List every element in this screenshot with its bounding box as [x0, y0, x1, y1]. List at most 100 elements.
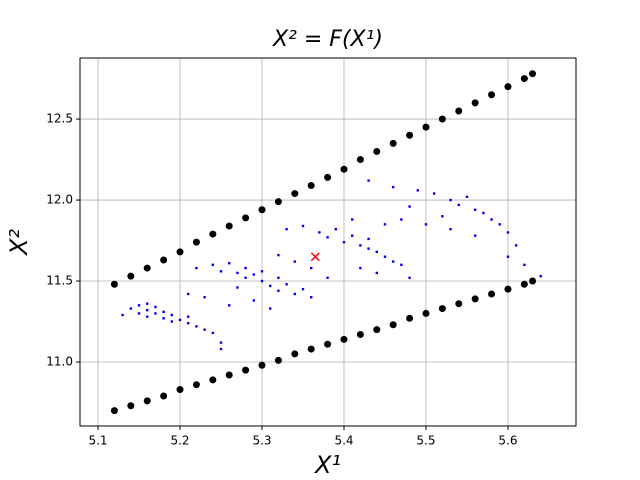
point [225, 371, 233, 379]
point [455, 300, 463, 308]
point [244, 266, 247, 270]
point [146, 315, 149, 318]
point [438, 305, 446, 313]
point [285, 228, 288, 231]
point [160, 392, 168, 400]
point [121, 313, 124, 317]
point [309, 296, 313, 299]
point [203, 296, 206, 299]
point [258, 361, 266, 369]
x-tick-label: 5.3 [252, 434, 271, 448]
point [236, 286, 239, 289]
point [228, 262, 231, 265]
point [176, 248, 184, 256]
point [408, 276, 411, 279]
x-tick-label: 5.1 [88, 434, 107, 448]
point [291, 350, 299, 358]
point [269, 307, 272, 310]
x-axis-label: X¹ [313, 451, 341, 479]
point [506, 255, 510, 258]
point [356, 330, 364, 338]
point [143, 397, 151, 405]
point [110, 407, 118, 415]
point [455, 107, 463, 115]
point [457, 203, 460, 207]
point [340, 335, 348, 343]
y-tick-label: 11.0 [46, 355, 73, 369]
point [170, 320, 174, 323]
point [269, 284, 272, 288]
point [307, 181, 315, 189]
point [242, 214, 250, 222]
point [520, 75, 528, 83]
y-tick-label: 12.0 [46, 193, 73, 207]
point [307, 345, 315, 353]
point [488, 91, 496, 99]
point [422, 309, 430, 317]
point [209, 376, 217, 384]
point [244, 276, 247, 279]
x-tick-label: 5.6 [498, 434, 517, 448]
y-tick-label: 11.5 [46, 274, 73, 288]
point [391, 260, 395, 263]
point [471, 295, 479, 303]
point [160, 256, 168, 264]
point [488, 290, 496, 298]
point [228, 304, 231, 307]
point [219, 270, 223, 273]
point [406, 314, 414, 322]
point [225, 222, 233, 230]
point [187, 292, 190, 296]
point [504, 285, 512, 293]
point [391, 185, 395, 189]
point [324, 340, 332, 348]
point [258, 206, 266, 214]
point [274, 198, 282, 206]
point [187, 315, 190, 318]
point [195, 266, 198, 270]
point [178, 318, 182, 322]
point [293, 292, 296, 296]
point [523, 263, 526, 267]
point [473, 208, 477, 211]
point [389, 139, 397, 147]
point [506, 231, 510, 234]
point [416, 189, 419, 192]
point [252, 299, 256, 302]
point [110, 280, 118, 288]
x-tick-label: 5.4 [334, 434, 353, 448]
point [383, 223, 387, 226]
chart-title: X² = F(X¹) [272, 27, 383, 52]
point [424, 223, 428, 226]
point [242, 366, 250, 374]
y-tick-label: 12.5 [46, 112, 73, 126]
point [162, 317, 165, 320]
point [252, 273, 256, 276]
point [375, 250, 378, 254]
point [277, 289, 280, 292]
point [498, 223, 501, 226]
point [203, 328, 206, 331]
point [520, 280, 528, 288]
point [211, 331, 215, 335]
point [422, 123, 430, 131]
point [154, 305, 157, 309]
point [310, 252, 320, 262]
point [309, 266, 313, 270]
point [146, 302, 149, 305]
point [137, 312, 141, 315]
point [514, 244, 518, 247]
point [465, 195, 469, 199]
point [471, 99, 479, 107]
point [301, 287, 305, 291]
point [219, 341, 223, 344]
point [340, 165, 348, 173]
point [192, 381, 200, 389]
point [408, 205, 411, 208]
point [236, 271, 239, 275]
point [277, 253, 280, 257]
point [367, 179, 370, 182]
point [274, 356, 282, 364]
point [356, 156, 364, 164]
